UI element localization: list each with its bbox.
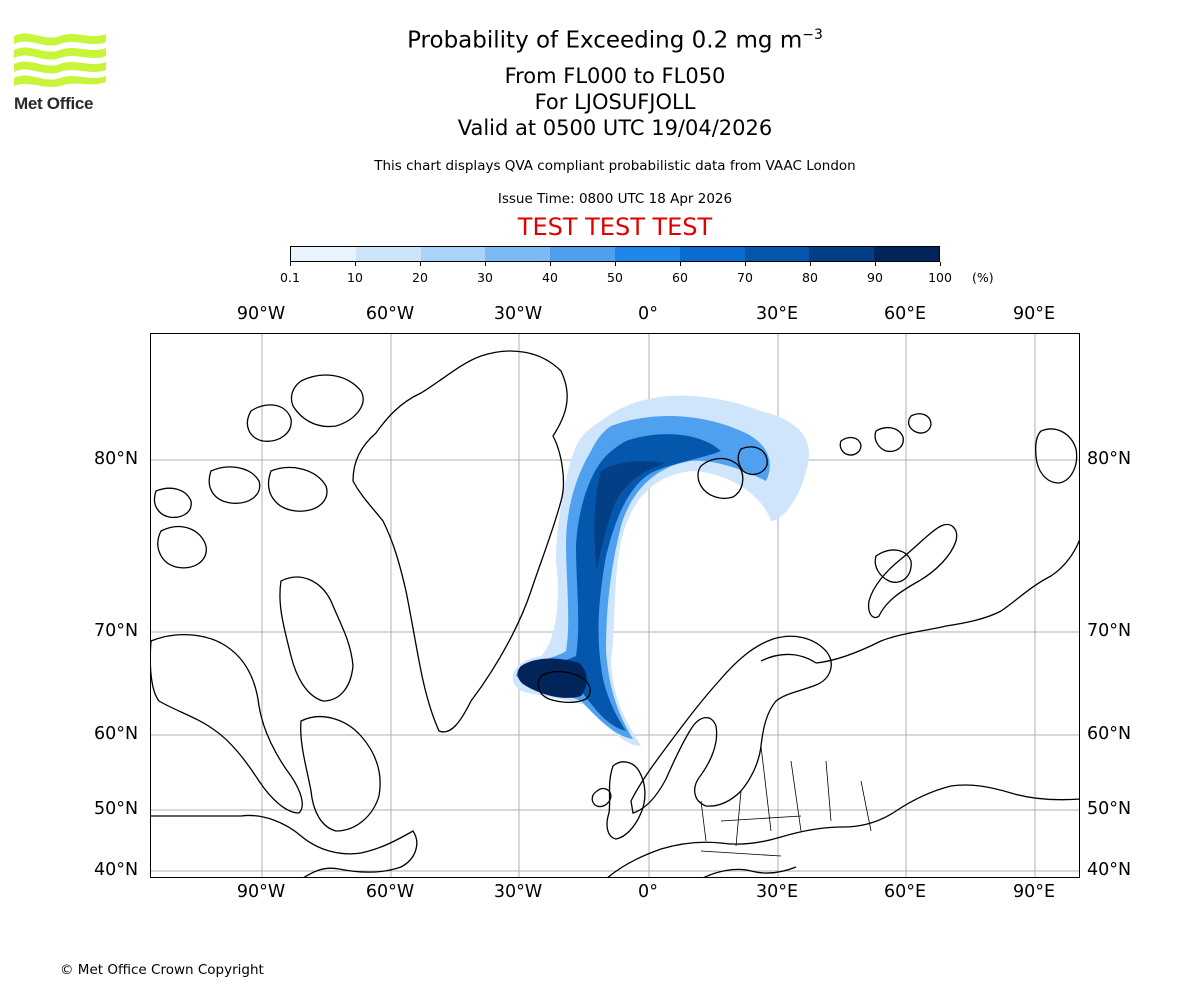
probability-map xyxy=(150,333,1080,878)
colorbar-segment xyxy=(420,247,486,261)
colorbar-segment xyxy=(679,247,745,261)
colorbar-segment xyxy=(614,247,680,261)
logo-text: Met Office xyxy=(14,94,94,113)
met-office-logo: Met Office xyxy=(14,30,110,114)
map-canvas xyxy=(151,334,1079,877)
lat-label-right: 80°N xyxy=(1087,449,1132,469)
lat-label-right: 50°N xyxy=(1087,799,1132,819)
lat-label-right: 70°N xyxy=(1087,621,1132,641)
lon-label-top: 60°E xyxy=(883,304,927,324)
iceland-coast xyxy=(537,670,591,704)
colorbar-tick xyxy=(289,262,291,266)
ash-plume xyxy=(512,395,809,746)
colorbar-tick-label: 0.1 xyxy=(280,270,300,285)
colorbar-tick xyxy=(614,262,616,266)
flight-level-range: From FL000 to FL050 xyxy=(504,64,726,88)
colorbar-tick xyxy=(354,262,356,266)
colorbar-tick-label: 30 xyxy=(477,270,493,285)
lat-label-left: 50°N xyxy=(94,799,139,819)
colorbar-tick-label: 10 xyxy=(347,270,363,285)
colorbar-tick-label: 100 xyxy=(928,270,952,285)
test-banner: TEST TEST TEST xyxy=(517,213,713,241)
lat-label-left: 40°N xyxy=(94,860,139,880)
colorbar-tick-label: 70 xyxy=(737,270,753,285)
colorbar-tick xyxy=(679,262,681,266)
colorbar-tick xyxy=(744,262,746,266)
colorbar-segment xyxy=(485,247,551,261)
plume-high-probability xyxy=(521,434,721,731)
copyright-notice: © Met Office Crown Copyright xyxy=(60,962,264,978)
lat-label-right: 60°N xyxy=(1087,724,1132,744)
valid-time: Valid at 0500 UTC 19/04/2026 xyxy=(457,116,773,140)
lon-label-bottom: 30°W xyxy=(493,882,543,902)
colorbar-tick-label: 50 xyxy=(607,270,623,285)
lon-label-top: 30°E xyxy=(755,304,799,324)
labrador-coast xyxy=(300,716,381,832)
lon-label-bottom: 60°W xyxy=(365,882,415,902)
british-isles-coast xyxy=(606,761,646,840)
lon-label-top: 90°E xyxy=(1012,304,1056,324)
scandinavia-coast xyxy=(630,635,832,814)
lat-label-left: 70°N xyxy=(94,621,139,641)
plume-peak-probability xyxy=(517,658,587,698)
coastlines xyxy=(151,350,1079,877)
colorbar-tick-label: 40 xyxy=(542,270,558,285)
novaya-zemlya-coast xyxy=(867,523,958,619)
lon-label-bottom: 30°E xyxy=(755,882,799,902)
hudson-bay-coast xyxy=(151,634,303,814)
svalbard-coast xyxy=(697,457,744,500)
lat-label-right: 40°N xyxy=(1087,860,1132,880)
colorbar-segment xyxy=(550,247,615,261)
colorbar-segment xyxy=(355,247,421,261)
baffin-coast xyxy=(279,576,354,702)
issue-time: Issue Time: 0800 UTC 18 Apr 2026 xyxy=(497,191,733,207)
colorbar-tick xyxy=(419,262,421,266)
probability-colorbar xyxy=(290,246,940,262)
greenland-coast xyxy=(352,350,568,733)
lon-label-bottom: 90°W xyxy=(236,882,286,902)
met-office-waves-icon xyxy=(14,33,106,87)
europe-coast xyxy=(607,784,1079,877)
colorbar-tick xyxy=(809,262,811,266)
lon-label-bottom: 0° xyxy=(638,882,658,902)
volcano-name: For LJOSUFJOLL xyxy=(534,90,696,114)
lon-label-top: 30°W xyxy=(493,304,543,324)
lat-label-left: 60°N xyxy=(94,724,139,744)
colorbar-segment xyxy=(874,247,939,261)
colorbar-segment xyxy=(744,247,810,261)
colorbar-tick-label: 90 xyxy=(867,270,883,285)
colorbar-segment xyxy=(291,247,356,261)
colorbar-tick xyxy=(484,262,486,266)
colorbar-tick xyxy=(939,262,941,266)
chart-title: Probability of Exceeding 0.2 mg m−3 xyxy=(407,27,823,54)
lat-label-left: 80°N xyxy=(94,449,139,469)
lon-label-top: 90°W xyxy=(236,304,286,324)
lon-label-bottom: 60°E xyxy=(883,882,927,902)
description: This chart displays QVA compliant probab… xyxy=(374,158,856,174)
colorbar-tick-label: 20 xyxy=(412,270,428,285)
colorbar-tick-label: 60 xyxy=(672,270,688,285)
colorbar-tick-label: 80 xyxy=(802,270,818,285)
lon-label-top: 0° xyxy=(638,304,658,324)
colorbar-tick xyxy=(874,262,876,266)
lon-label-top: 60°W xyxy=(365,304,415,324)
arctic-islands-coast xyxy=(290,374,364,428)
colorbar-tick xyxy=(549,262,551,266)
colorbar-segment xyxy=(809,247,875,261)
lon-label-bottom: 90°E xyxy=(1012,882,1056,902)
colorbar-unit: (%) xyxy=(972,270,994,285)
